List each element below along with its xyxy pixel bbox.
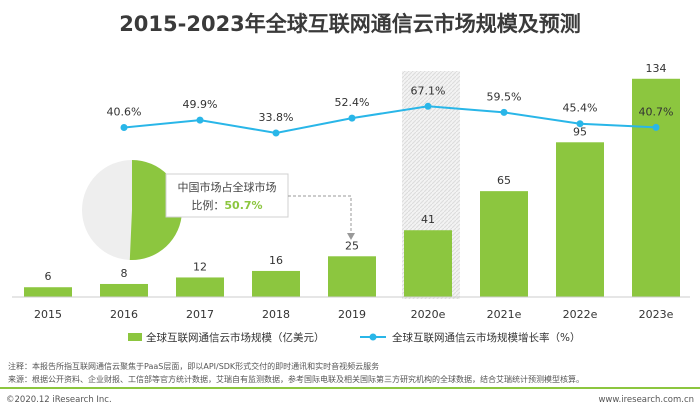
bar-2019 <box>328 256 376 297</box>
callout-box: 中国市场占全球市场 比例：50.7% <box>165 173 355 240</box>
rate-label-2019: 52.4% <box>335 96 370 109</box>
bar-label-2017: 12 <box>193 260 207 273</box>
x-tick-2022e: 2022e <box>563 308 598 321</box>
rate-point-2021e <box>500 108 508 116</box>
legend-line-marker <box>369 333 377 341</box>
bar-label-2023e: 134 <box>646 62 667 75</box>
bar-label-2022e: 95 <box>573 125 587 138</box>
rate-point-2019 <box>348 114 356 122</box>
x-tick-2021e: 2021e <box>487 308 522 321</box>
rate-label-2016: 40.6% <box>107 106 142 119</box>
rate-point-2016 <box>120 124 128 131</box>
callout-prefix: 比例： <box>191 198 224 212</box>
rate-point-2022e <box>576 120 584 128</box>
x-tick-2016: 2016 <box>110 308 138 321</box>
bar-2016 <box>100 283 148 297</box>
bar-2021e <box>480 191 528 297</box>
bar-2023e <box>632 78 680 298</box>
legend-line-label: 全球互联网通信云市场规模增长率（%） <box>392 331 580 344</box>
footer-website: www.iresearch.com.cn <box>598 395 694 405</box>
rate-line-path <box>123 105 657 135</box>
callout-value: 50.7% <box>224 199 262 212</box>
bar-2015 <box>24 287 72 297</box>
legend-bar-label: 全球互联网通信云市场规模（亿美元） <box>146 331 325 344</box>
rate-label-2017: 49.9% <box>183 98 218 111</box>
x-tick-2019: 2019 <box>338 308 366 321</box>
x-tick-2020e: 2020e <box>411 308 446 321</box>
callout-connector <box>288 195 352 236</box>
legend: 全球互联网通信云市场规模（亿美元） 全球互联网通信云市场规模增长率（%） <box>128 331 580 344</box>
bar-label-2019: 25 <box>345 239 359 252</box>
callout-line1: 中国市场占全球市场 <box>178 180 277 194</box>
bar-2022e <box>556 142 604 297</box>
rate-label-2018: 33.8% <box>259 111 294 124</box>
rate-label-2021e: 59.5% <box>487 90 522 103</box>
rate-point-2018 <box>272 129 280 137</box>
bar-label-2015: 6 <box>45 270 52 283</box>
bar-label-2016: 8 <box>121 267 128 280</box>
x-tick-2017: 2017 <box>186 308 214 321</box>
bar-2017 <box>176 277 224 297</box>
rate-point-2017 <box>196 116 204 124</box>
rate-label-2020e: 67.1% <box>411 84 446 97</box>
callout-arrowhead <box>347 233 355 240</box>
pie-chart <box>82 159 183 260</box>
bar-label-2021e: 65 <box>497 174 511 187</box>
bar-2018 <box>252 270 300 297</box>
rate-label-2022e: 45.4% <box>563 102 598 115</box>
rate-point-2023e <box>652 123 660 131</box>
callout-frame <box>165 173 289 218</box>
chart-source: 来源：根据公开资料、企业财报、工信部等官方统计数据，艾瑞自有监测数据，参考国际电… <box>8 374 584 384</box>
bar-label-2020e: 41 <box>421 213 435 226</box>
callout-line2: 比例：50.7% <box>191 198 262 212</box>
legend-bar-swatch <box>128 333 142 341</box>
x-tick-2023e: 2023e <box>639 308 674 321</box>
x-tick-2015: 2015 <box>34 308 62 321</box>
chart-note: 注释：本报告所指互联网通信云聚焦于PaaS层面，即以API/SDK形式交付的即时… <box>8 361 379 371</box>
bar-2020e <box>404 230 452 297</box>
footer-copyright: ©2020.12 iResearch Inc. <box>6 395 112 405</box>
x-tick-2018: 2018 <box>262 308 290 321</box>
bar-label-2018: 16 <box>269 254 283 267</box>
chart-title: 2015-2023年全球互联网通信云市场规模及预测 <box>119 12 581 36</box>
rate-label-2023e: 40.7% <box>639 105 674 118</box>
rate-point-2020e <box>424 102 432 110</box>
